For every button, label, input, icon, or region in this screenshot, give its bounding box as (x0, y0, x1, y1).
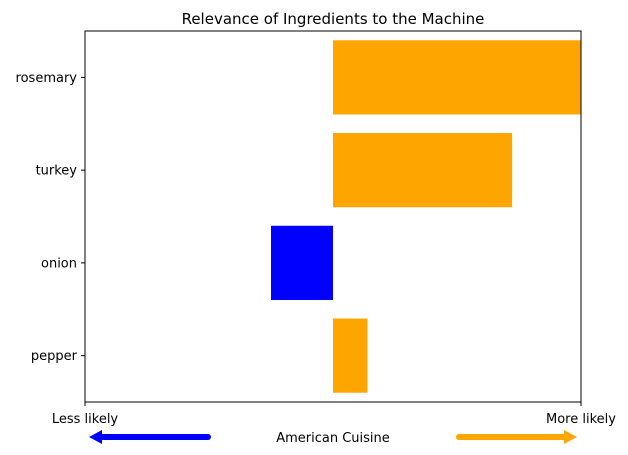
bar-pepper (333, 318, 368, 393)
direction-arrows (89, 430, 577, 444)
arrow-more-likely-head (564, 430, 577, 444)
y-tick-label-rosemary: rosemary (16, 71, 78, 86)
x-axis: Less likely More likely American Cuisine (52, 402, 616, 446)
chart-title: Relevance of Ingredients to the Machine (182, 10, 485, 28)
bar-onion (271, 225, 333, 300)
x-tick-label-left: Less likely (52, 412, 119, 427)
x-tick-label-right: More likely (546, 412, 616, 427)
bars-group (271, 40, 581, 393)
arrow-less-likely-head (89, 430, 102, 444)
y-tick-label-turkey: turkey (36, 164, 78, 179)
bar-turkey (333, 133, 513, 208)
x-axis-label: American Cuisine (276, 431, 390, 446)
y-axis: rosemary turkey onion pepper (16, 71, 85, 364)
y-tick-label-onion: onion (41, 256, 77, 271)
plot-frame (84, 30, 582, 403)
y-tick-label-pepper: pepper (31, 349, 78, 364)
bar-rosemary (333, 40, 581, 115)
